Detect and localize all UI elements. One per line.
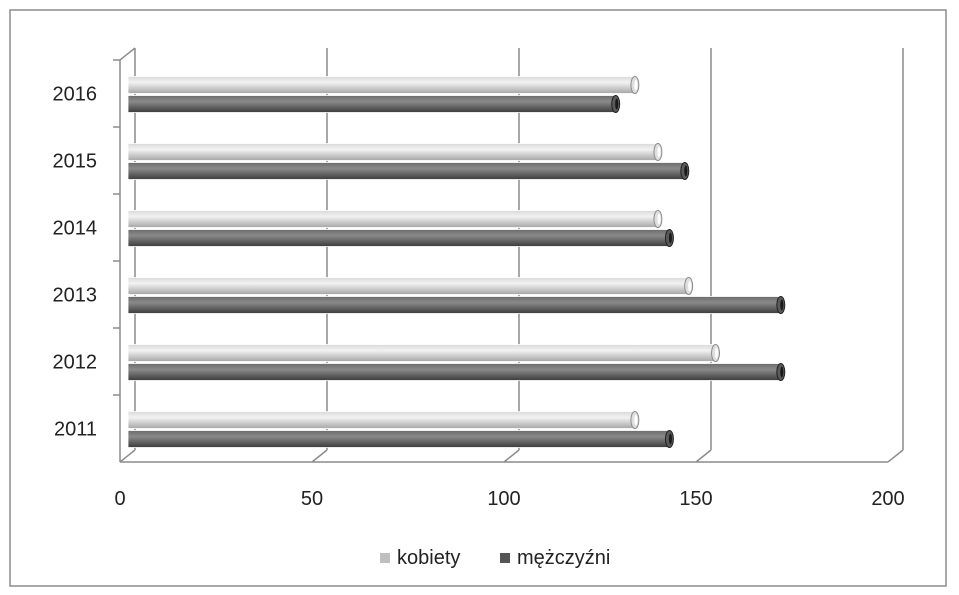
bar-cap-highlight — [780, 299, 784, 311]
bar-cap-highlight — [668, 433, 672, 445]
bar-cap-highlight — [688, 280, 692, 292]
bar-cap-highlight — [780, 366, 784, 378]
legend-label-kobiety: kobiety — [397, 547, 460, 569]
bar-cap-highlight — [715, 347, 719, 359]
bar-mezczyzni-2013 — [127, 296, 782, 314]
gridline-depth — [887, 449, 904, 463]
bar-cap-highlight — [615, 98, 619, 110]
bar-mezczyzni-2012 — [127, 363, 782, 381]
gridline-depth — [119, 449, 136, 463]
y-tick-label: 2014 — [53, 218, 98, 240]
legend-swatch-mezczyzni — [500, 553, 510, 563]
y-tick-label: 2015 — [53, 151, 98, 173]
x-tick-label: 50 — [301, 488, 323, 510]
bar-cap-highlight — [657, 213, 661, 225]
y-tick-label: 2012 — [53, 352, 98, 374]
x-tick-label: 0 — [114, 488, 125, 510]
x-tick-label: 150 — [679, 488, 712, 510]
gridline-depth — [503, 449, 520, 463]
bar-kobiety-2012 — [127, 344, 716, 362]
legend-label-mezczyzni: mężczyźni — [517, 547, 610, 569]
gridline-depth — [695, 449, 712, 463]
gridline-depth — [311, 449, 328, 463]
bar-kobiety-2011 — [127, 411, 636, 429]
bar-cap-highlight — [657, 146, 661, 158]
y-tick-label: 2013 — [53, 285, 98, 307]
bar-mezczyzni-2011 — [127, 430, 670, 448]
bar-mezczyzni-2014 — [127, 229, 670, 247]
y-tick-label: 2016 — [53, 84, 98, 106]
bar-cap-highlight — [634, 414, 638, 426]
wall-edge — [119, 47, 136, 61]
bar-cap-highlight — [634, 79, 638, 91]
legend-swatch-kobiety — [380, 553, 390, 563]
bar-mezczyzni-2015 — [127, 162, 686, 180]
bar-kobiety-2016 — [127, 76, 636, 94]
bar-kobiety-2014 — [127, 210, 659, 228]
bar-cap-highlight — [668, 232, 672, 244]
y-tick-label: 2011 — [54, 419, 97, 441]
bar-mezczyzni-2016 — [127, 95, 617, 113]
bar-kobiety-2013 — [127, 277, 690, 295]
x-tick-label: 200 — [871, 488, 904, 510]
bar-cap-highlight — [684, 165, 688, 177]
x-tick-label: 100 — [487, 488, 520, 510]
bar-kobiety-2015 — [127, 143, 659, 161]
